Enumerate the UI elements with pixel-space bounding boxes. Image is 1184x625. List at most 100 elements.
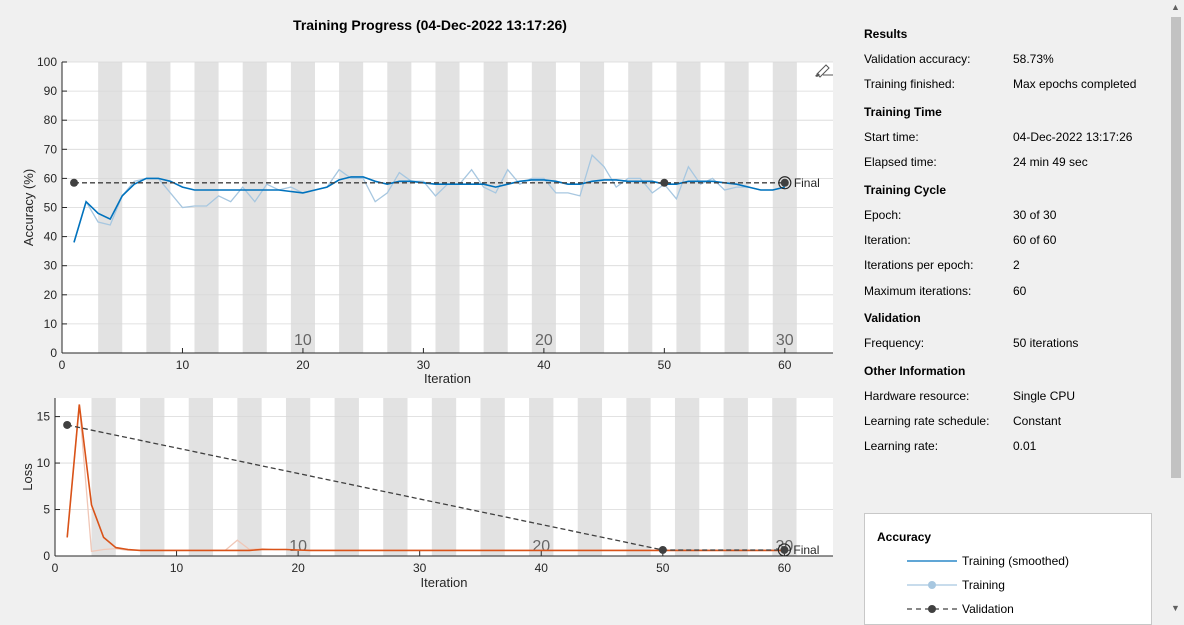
info-value: Constant [1013, 414, 1062, 428]
y-tick-label: 10 [37, 456, 51, 470]
validation-point [780, 545, 789, 554]
epoch-band [723, 398, 748, 556]
x-tick-label: 10 [170, 561, 184, 575]
x-tick-label: 60 [778, 358, 792, 372]
info-value: 30 of 30 [1013, 208, 1057, 222]
y-tick-label: 60 [44, 171, 58, 185]
info-label: Start time: [864, 130, 919, 144]
validation-point [658, 545, 667, 554]
x-tick-label: 30 [413, 561, 427, 575]
final-label: Final [793, 543, 819, 557]
legend-item-training-smoothed: Training (smoothed) [865, 554, 1151, 570]
info-label: Epoch: [864, 208, 902, 222]
arrow-down-icon[interactable]: ▼ [1171, 603, 1180, 613]
final-marker [777, 543, 791, 557]
epoch-label: 10 [294, 332, 312, 349]
info-value: 60 [1013, 284, 1027, 298]
epoch-band [237, 398, 262, 556]
y-tick-label: 20 [44, 288, 58, 302]
epoch-band [772, 398, 797, 556]
info-value: 04-Dec-2022 13:17:26 [1013, 130, 1133, 144]
info-label: Learning rate: [864, 439, 939, 453]
info-value: 0.01 [1013, 439, 1037, 453]
y-axis-label: Loss [20, 463, 35, 491]
y-tick-label: 90 [44, 84, 58, 98]
smoothed-line-swatch [907, 560, 957, 562]
section-title: Validation [864, 311, 921, 325]
y-tick-label: 70 [44, 142, 58, 156]
y-axis-label: Accuracy (%) [21, 169, 36, 246]
results-panel: Results Validation accuracy: 58.73% Trainin… [852, 0, 1164, 617]
info-value: 24 min 49 sec [1013, 155, 1088, 169]
arrow-up-icon[interactable]: ▲ [1171, 2, 1180, 12]
info-label: Iteration: [864, 233, 911, 247]
legend-item-training: Training [865, 578, 1151, 594]
epoch-band [577, 398, 603, 556]
legend-label: Training [962, 578, 1005, 592]
y-tick-label: 0 [43, 549, 50, 563]
scrollbar-thumb[interactable] [1171, 17, 1181, 478]
x-tick-label: 0 [59, 358, 66, 372]
epoch-label: 30 [776, 332, 794, 349]
legend-box: Accuracy Training (smoothed) Training Va… [864, 513, 1152, 625]
final-label: Final [794, 176, 820, 190]
scrollbar[interactable]: ▲ ▼ [1168, 0, 1184, 617]
y-tick-label: 40 [44, 230, 58, 244]
info-value: 50 iterations [1013, 336, 1079, 350]
epoch-band [91, 398, 116, 556]
y-tick-label: 50 [44, 201, 58, 215]
x-tick-label: 30 [417, 358, 431, 372]
loss-plot: 1020300510150102030405060IterationLossFi… [20, 398, 833, 590]
legend-item-validation: Validation [865, 602, 1151, 618]
y-tick-label: 30 [44, 259, 58, 273]
accuracy-plot: 10 20 30 0 10 20 30 40 50 60 70 80 90 100 0 10 20 30 40 50 6… [21, 55, 833, 386]
info-label: Elapsed time: [864, 155, 937, 169]
brush-icon[interactable] [815, 64, 833, 78]
epoch-band [431, 398, 457, 556]
validation-point [780, 178, 789, 187]
epoch-band [188, 398, 214, 556]
epoch-band [626, 398, 651, 556]
info-label: Training finished: [864, 77, 955, 91]
legend-label: Validation [962, 602, 1014, 616]
y-tick-label: 80 [44, 113, 58, 127]
epoch-band [285, 398, 311, 556]
section-title: Results [864, 27, 908, 41]
epoch-band [334, 398, 359, 556]
x-tick-label: 20 [291, 561, 305, 575]
training-line-swatch [907, 581, 957, 589]
chart-title: Training Progress (04-Dec-2022 13:17:26) [293, 17, 567, 33]
x-axis-label: Iteration [421, 575, 468, 590]
validation-line-swatch [907, 605, 957, 613]
x-tick-label: 10 [176, 358, 190, 372]
y-tick-label: 100 [37, 55, 57, 69]
training-plots: 10 20 30 0 10 20 30 40 50 60 70 80 90 100 0 10 20 30 40 50 6… [20, 55, 833, 590]
info-value: 2 [1013, 258, 1020, 272]
info-label: Learning rate schedule: [864, 414, 990, 428]
info-value: 60 of 60 [1013, 233, 1057, 247]
x-tick-label: 40 [537, 358, 551, 372]
x-tick-label: 50 [656, 561, 670, 575]
validation-point [70, 178, 79, 187]
y-tick-label: 10 [44, 317, 58, 331]
legend-label: Training (smoothed) [962, 554, 1069, 568]
epoch-band [140, 398, 165, 556]
info-label: Hardware resource: [864, 389, 970, 403]
validation-point [660, 178, 669, 187]
info-label: Frequency: [864, 336, 925, 350]
info-label: Validation accuracy: [864, 52, 971, 66]
series-training [73, 153, 785, 243]
final-marker [778, 176, 792, 190]
x-tick-label: 60 [778, 561, 792, 575]
epoch-band [480, 398, 505, 556]
epoch-band [529, 398, 554, 556]
info-label: Maximum iterations: [864, 284, 972, 298]
section-title: Other Information [864, 364, 966, 378]
info-value: 58.73% [1013, 52, 1054, 66]
epoch-label: 20 [535, 332, 553, 349]
info-label: Iterations per epoch: [864, 258, 974, 272]
info-value: Max epochs completed [1013, 77, 1137, 91]
section-title: Training Cycle [864, 183, 947, 197]
x-tick-label: 40 [535, 561, 549, 575]
x-tick-label: 20 [296, 358, 310, 372]
